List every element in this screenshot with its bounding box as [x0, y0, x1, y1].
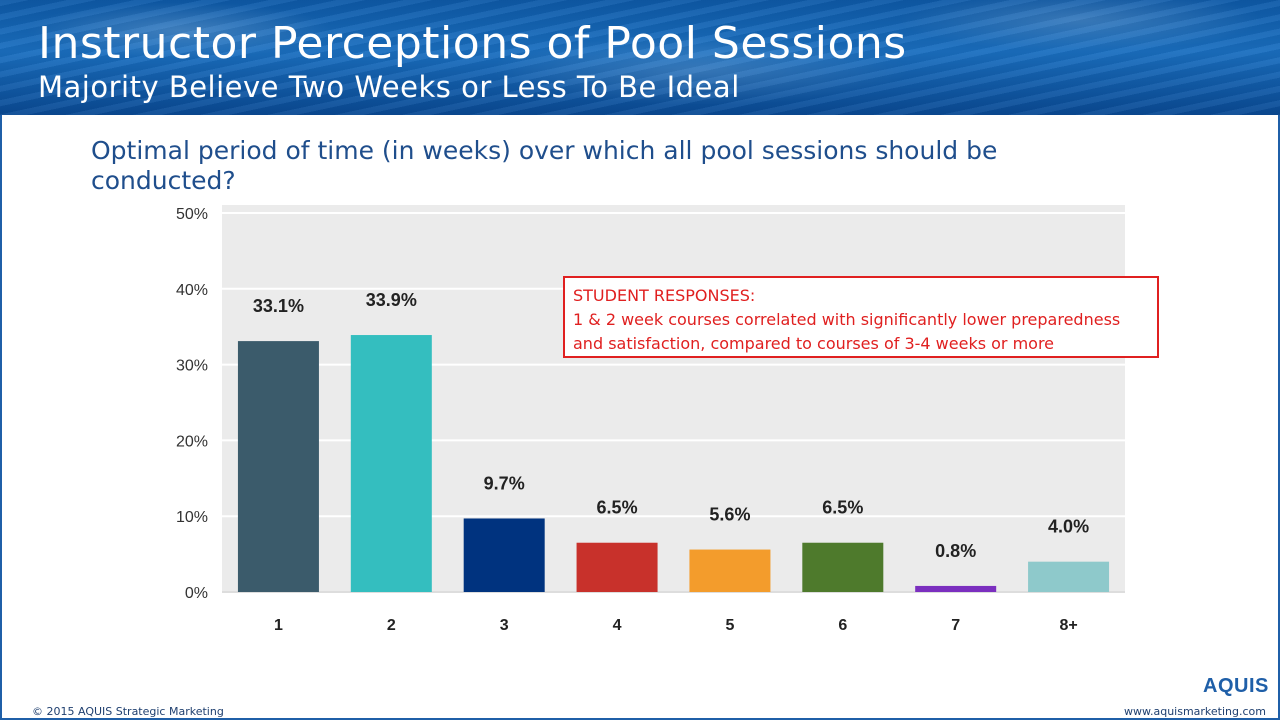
- x-tick-label: 6: [838, 617, 847, 634]
- header-banner: Instructor Perceptions of Pool Sessions …: [0, 0, 1280, 115]
- x-tick-label: 3: [500, 617, 509, 634]
- y-tick-label: 50%: [176, 206, 208, 223]
- footer-copyright: © 2015 AQUIS Strategic Marketing: [32, 705, 224, 718]
- data-label: 5.6%: [709, 505, 750, 525]
- data-label: 4.0%: [1048, 517, 1089, 537]
- data-label: 0.8%: [935, 541, 976, 561]
- x-tick-label: 5: [725, 617, 734, 634]
- y-tick-label: 0%: [185, 585, 208, 602]
- x-tick-label: 1: [274, 617, 283, 634]
- bar: [237, 341, 319, 592]
- x-tick-label: 8+: [1059, 617, 1077, 634]
- footer-url[interactable]: www.aquismarketing.com: [1124, 705, 1266, 718]
- y-tick-label: 20%: [176, 433, 208, 450]
- bar: [350, 335, 432, 592]
- x-tick-label: 4: [613, 617, 622, 634]
- callout-line-2: and satisfaction, compared to courses of…: [573, 334, 1055, 353]
- footer: © 2015 AQUIS Strategic Marketing www.aqu…: [0, 701, 1280, 720]
- bar: [576, 542, 658, 592]
- y-tick-label: 30%: [176, 358, 208, 375]
- callout-heading: STUDENT RESPONSES:: [573, 286, 756, 305]
- data-label: 33.1%: [253, 296, 304, 316]
- page-subtitle: Majority Believe Two Weeks or Less To Be…: [38, 70, 740, 104]
- student-responses-callout: STUDENT RESPONSES: 1 & 2 week courses co…: [563, 276, 1159, 358]
- data-label: 6.5%: [597, 498, 638, 518]
- bar: [463, 518, 545, 592]
- bar: [915, 585, 997, 592]
- survey-question: Optimal period of time (in weeks) over w…: [91, 136, 998, 195]
- data-label: 9.7%: [484, 473, 525, 493]
- bar: [802, 542, 884, 592]
- y-tick-label: 10%: [176, 509, 208, 526]
- x-tick-label: 7: [951, 617, 960, 634]
- data-label: 33.9%: [366, 290, 417, 310]
- data-label: 6.5%: [822, 498, 863, 518]
- page-title: Instructor Perceptions of Pool Sessions: [38, 18, 907, 69]
- x-tick-label: 2: [387, 617, 396, 634]
- bar: [689, 549, 771, 592]
- bar-chart: 0% 10% 20% 30% 40% 50% 33.1% 1 33.9% 2 9.7% 3 6.5% 4 5…: [176, 205, 1125, 634]
- y-tick-label: 40%: [176, 282, 208, 299]
- bar: [1028, 561, 1110, 592]
- aquis-logo: AQUIS: [1203, 675, 1269, 697]
- callout-line-1: 1 & 2 week courses correlated with signi…: [573, 310, 1121, 329]
